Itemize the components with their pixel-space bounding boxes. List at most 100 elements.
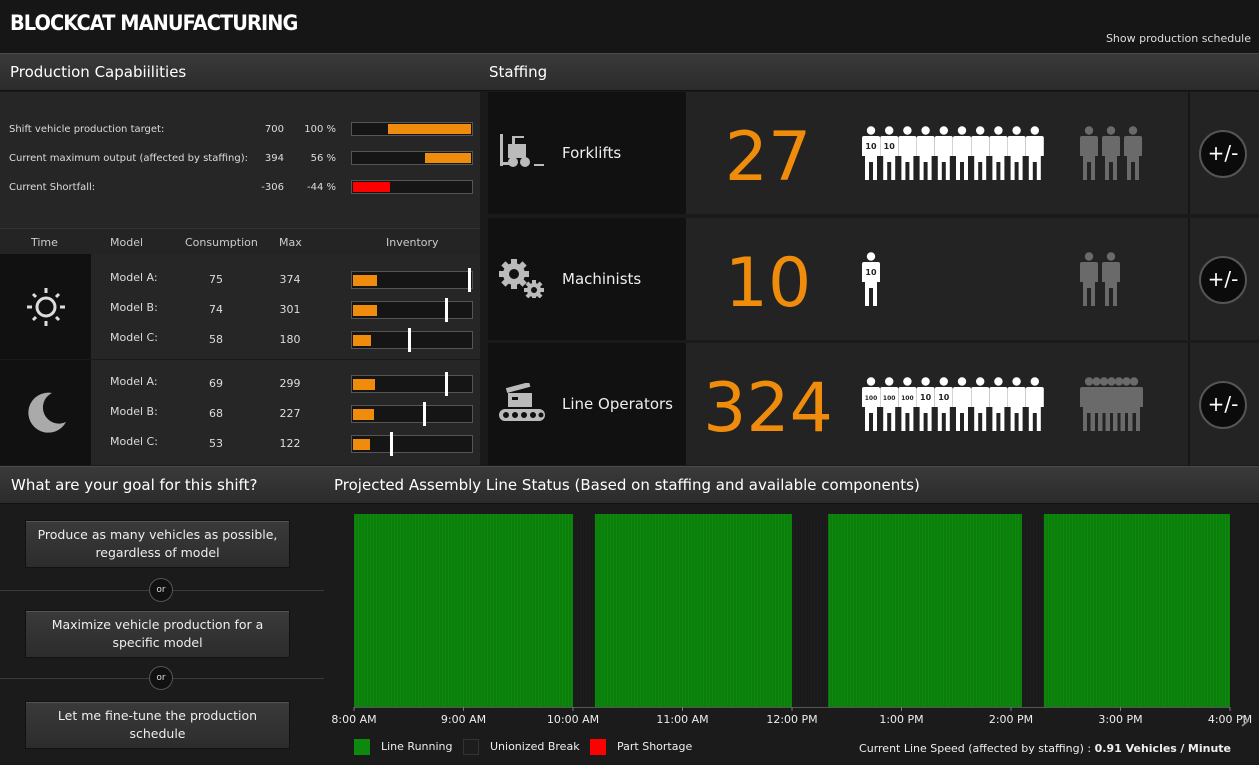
active-worker-icon [934,126,953,180]
cap-value: 700 [264,124,284,135]
inventory-bar [351,402,473,426]
active-worker-icon: 10 [862,252,880,306]
cap-label: Current maximum output (affected by staf… [9,153,248,164]
x-tick-label: 3:00 PM [1098,713,1142,726]
max-value: 374 [279,273,301,286]
day-shift-cell [0,254,91,359]
max-marker [445,372,448,396]
divider [1188,92,1190,214]
staff-row-line-operators: Line Operators 324 100 100 100 10 10 +/- [488,343,1259,467]
active-worker-icon: 10 [862,126,880,180]
model-name: Model C: [110,435,158,448]
consumption-fill [353,379,375,390]
cap-row-target: Shift vehicle production target: 700 100… [0,120,480,140]
col-time: Time [31,236,58,249]
consumption-value: 69 [209,377,223,390]
cap-bar-fill [425,153,471,163]
cap-percent: -44 % [306,182,336,193]
line-speed: Current Line Speed (affected by staffing… [859,742,1231,755]
or-badge: or [149,666,173,690]
col-consumption: Consumption [185,236,258,249]
active-worker-icon [989,126,1008,180]
consumption-value: 58 [209,333,223,346]
cap-value: 394 [264,153,284,164]
cap-bar-fill [353,182,390,192]
legend-label: Unionized Break [490,740,580,753]
max-marker [423,402,426,426]
cap-row-shortfall: Current Shortfall: -306 -44 % [0,178,480,198]
night-shift-cell [0,360,91,465]
staff-icon-cell: Forklifts [488,92,686,214]
inventory-row: Model A: 75 374 [91,264,480,294]
legend-swatch-shortage [590,739,606,755]
x-tick-label: 4:00 PM [1208,713,1252,726]
goals-panel: Produce as many vehicles as possible, re… [0,504,324,765]
timeline-segment [573,514,595,707]
adjust-forklifts-button[interactable]: +/- [1199,130,1247,178]
active-worker-icon [1007,126,1026,180]
staffing-header: Staffing [480,53,1259,91]
consumption-value: 68 [209,407,223,420]
staff-icon-cell: Line Operators [488,343,686,465]
inactive-worker-icon [1102,252,1120,306]
inactive-worker-icon [1125,377,1143,431]
timeline-texture [353,514,1231,707]
timeline-segment [828,514,1022,707]
cap-percent: 56 % [310,153,336,164]
col-max: Max [279,236,302,249]
adjust-line-operators-button[interactable]: +/- [1199,381,1247,429]
worker-badge: 10 [865,268,877,277]
consumption-fill [353,439,370,450]
or-badge: or [149,578,173,602]
moon-icon [28,392,67,433]
max-value: 299 [279,377,301,390]
capabilities-title: Production Capabiilities [10,63,187,81]
goals-header: What are your goal for this shift? [0,466,324,504]
inactive-worker-icon [1102,126,1120,180]
adjust-machinists-button[interactable]: +/- [1199,256,1247,304]
capabilities-summary: Shift vehicle production target: 700 100… [0,92,480,228]
gears-icon [499,259,544,298]
scroll-right-icon[interactable] [1241,715,1250,727]
goal-fine-tune-button[interactable]: Let me fine-tune the production schedule [25,701,290,749]
line-speed-label: Current Line Speed (affected by staffing… [859,742,1092,755]
cap-label: Current Shortfall: [9,182,96,193]
worker-badge: 10 [920,393,932,402]
day-shift-rows: Model A: 75 374 Model B: 74 301 Model C:… [91,254,480,359]
x-tick-label: 8:00 AM [331,713,376,726]
consumption-fill [353,409,374,420]
cap-bar [351,122,473,136]
max-value: 122 [279,437,301,450]
active-worker-icon [916,126,935,180]
x-tick-label: 9:00 AM [441,713,486,726]
x-tick-label: 2:00 PM [989,713,1033,726]
timeline-segment [792,514,829,707]
inactive-worker-icon [1080,252,1098,306]
inventory-row: Model B: 68 227 [91,398,480,428]
line-speed-separator: / [1180,742,1185,755]
goal-specific-model-button[interactable]: Maximize vehicle production for a specif… [25,610,290,658]
active-worker-icon [971,126,990,180]
cap-value: -306 [261,182,284,193]
active-worker-icon: 100 [880,377,899,431]
divider [1188,343,1190,465]
staffing-title: Staffing [489,63,548,81]
inactive-worker-icon [1124,126,1142,180]
max-marker [390,432,393,456]
active-worker-icon [1007,377,1026,431]
night-shift-rows: Model A: 69 299 Model B: 68 227 Model C:… [91,360,480,465]
worker-icons: 10 [862,252,1120,306]
cap-label: Shift vehicle production target: [9,124,165,135]
show-schedule-link[interactable]: Show production schedule [1105,32,1251,45]
inventory-row: Model B: 74 301 [91,294,480,324]
consumption-fill [353,275,377,286]
model-name: Model B: [110,405,158,418]
active-worker-icon [898,126,917,180]
max-marker [408,328,411,352]
active-worker-icon: 10 [934,377,953,431]
app-title: BLOCKCAT MANUFACTURING [10,11,298,35]
consumption-value: 75 [209,273,223,286]
goal-max-vehicles-button[interactable]: Produce as many vehicles as possible, re… [25,520,290,568]
top-bar: BLOCKCAT MANUFACTURING Show production s… [0,0,1259,54]
legend-label: Line Running [381,740,453,753]
